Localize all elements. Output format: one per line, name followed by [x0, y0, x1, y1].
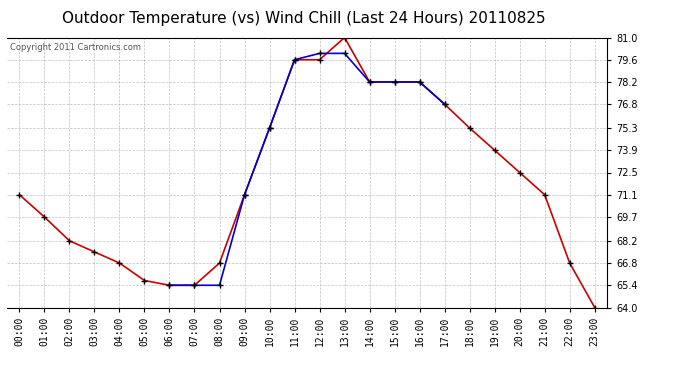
Text: Copyright 2011 Cartronics.com: Copyright 2011 Cartronics.com — [10, 43, 141, 52]
Text: Outdoor Temperature (vs) Wind Chill (Last 24 Hours) 20110825: Outdoor Temperature (vs) Wind Chill (Las… — [62, 11, 545, 26]
